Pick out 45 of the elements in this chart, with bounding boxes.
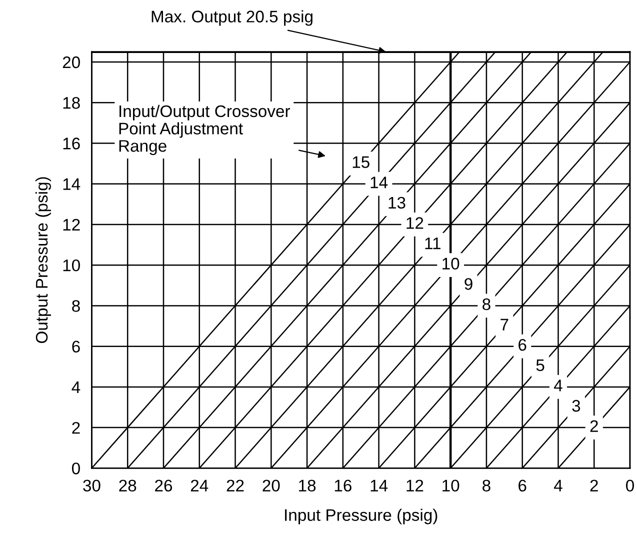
x-tick-label: 18 [299, 480, 316, 492]
x-tick-label: 22 [226, 480, 244, 492]
y-tick-label: 6 [72, 340, 80, 353]
x-tick-label: 4 [554, 480, 562, 492]
x-tick-label: 8 [482, 480, 490, 492]
series-label: 9 [464, 278, 472, 290]
series-label: 7 [500, 318, 508, 330]
x-tick-label: 6 [518, 480, 526, 492]
x-tick-label: 24 [190, 480, 208, 492]
y-tick-label: 20 [62, 56, 80, 68]
series-label: 12 [406, 217, 424, 229]
series-label: 13 [388, 196, 406, 209]
x-axis-title: Input Pressure (psig) [285, 508, 438, 524]
annotation: Input/Output Crossover Point Adjustment Range [119, 104, 290, 156]
x-tick-label: 28 [119, 480, 136, 492]
y-tick-label: 10 [63, 259, 80, 272]
y-tick-label: 14 [63, 178, 80, 190]
x-tick-label: 0 [626, 480, 634, 492]
y-tick-label: 0 [72, 462, 80, 474]
series-label: 5 [536, 359, 544, 372]
y-tick-label: 12 [63, 218, 80, 231]
x-tick-label: 16 [334, 480, 352, 492]
series-label: 2 [590, 420, 598, 432]
annotation: Max. Output 20.5 psig [152, 10, 312, 26]
x-tick-label: 2 [590, 480, 598, 492]
y-tick-label: 18 [63, 97, 80, 109]
x-tick-label: 30 [83, 480, 100, 492]
x-tick-label: 26 [155, 480, 172, 492]
series-label: 10 [442, 258, 460, 270]
x-tick-label: 10 [442, 480, 460, 492]
series-label: 11 [425, 238, 440, 250]
y-tick-label: 2 [72, 422, 80, 434]
series-label: 8 [482, 298, 490, 310]
y-tick-label: 8 [72, 300, 80, 312]
x-tick-label: 14 [370, 480, 388, 492]
series-label: 3 [572, 400, 580, 412]
y-tick-label: 4 [72, 382, 80, 393]
series-label: 15 [352, 156, 370, 168]
series-label: 4 [554, 380, 562, 392]
y-axis-title: Output Pressure (psig) [35, 177, 51, 344]
y-tick-label: 16 [63, 138, 80, 150]
series-label: 6 [518, 338, 526, 351]
series-label: 14 [370, 176, 388, 188]
x-tick-label: 20 [262, 480, 280, 492]
x-tick-label: 12 [406, 480, 424, 492]
